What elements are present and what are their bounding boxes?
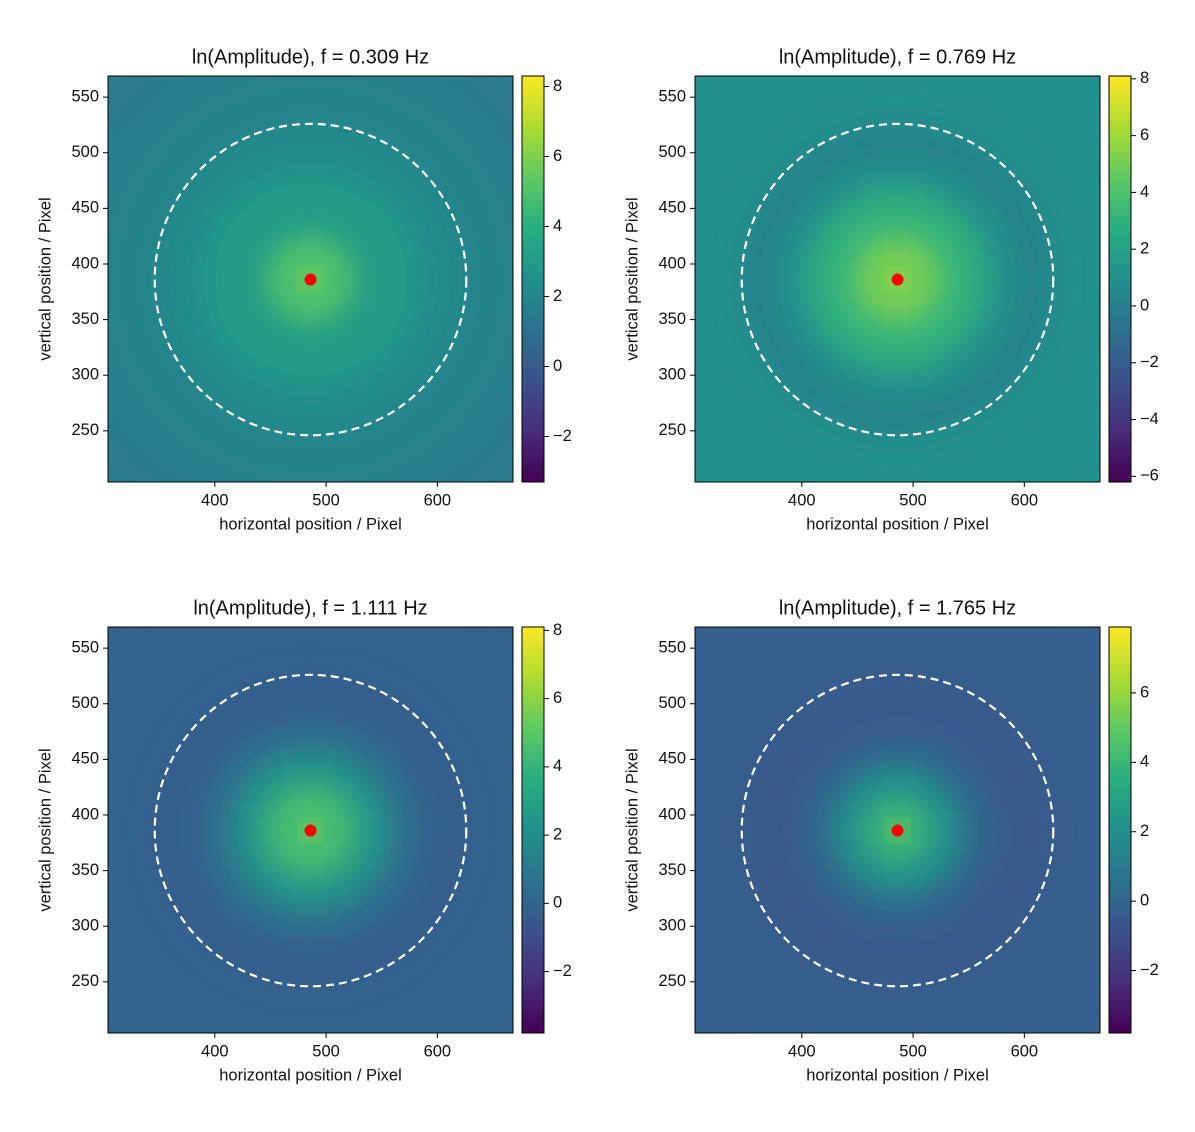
colorbar-tick-label: 4 [553,217,562,235]
x-axis-label: horizontal position / Pixel [219,515,402,533]
colorbar-tick-label: −2 [553,427,572,445]
y-tick-label: 450 [658,750,686,768]
colorbar-tick-label: 6 [553,689,562,707]
chart-title: ln(Amplitude), f = 1.765 Hz [779,597,1016,619]
y-axis-label: vertical position / Pixel [36,197,54,360]
x-tick-label: 600 [424,1042,452,1060]
y-tick-label: 300 [71,917,99,935]
y-tick-label: 300 [71,366,99,384]
y-tick-label: 300 [658,917,686,935]
dashed-circle [153,673,468,988]
x-tick-label: 500 [899,1042,927,1060]
plot-frame [107,75,514,483]
colorbar-tick-label: 2 [553,287,562,305]
plot-frame [694,626,1101,1034]
panel: 400 500 600 250 300 350 400 450 500 550 ln(Amplitu… [36,597,572,1084]
dashed-circle [153,122,468,437]
y-tick-label: 250 [658,421,686,439]
colorbar [521,626,545,1034]
y-tick-label: 450 [658,199,686,217]
y-axis-label: vertical position / Pixel [623,197,641,360]
y-tick-label: 400 [658,805,686,823]
center-dot [891,273,904,286]
x-tick-label: 500 [312,491,340,509]
colorbar-tick-label: 2 [553,825,562,843]
y-tick-label: 250 [71,421,99,439]
colorbar-tick-label: −4 [1140,410,1159,428]
y-tick-label: 450 [71,750,99,768]
plot-frame [107,626,514,1034]
y-tick-label: 550 [71,638,99,656]
colorbar-tick-label: 0 [553,894,562,912]
y-tick-label: 350 [71,310,99,328]
x-tick-label: 400 [201,491,229,509]
plot-frame [694,75,1101,483]
dashed-circle [740,673,1055,988]
colorbar-tick-label: 6 [1140,126,1149,144]
colorbar-tick-label: 4 [553,757,562,775]
colorbar-tick-label: 6 [1140,683,1149,701]
y-tick-label: 550 [658,638,686,656]
y-tick-label: 350 [658,310,686,328]
y-tick-label: 400 [71,254,99,272]
colorbar-tick-label: 4 [1140,753,1149,771]
x-tick-label: 400 [788,491,816,509]
colorbar-tick-label: 2 [1140,822,1149,840]
y-axis-label: vertical position / Pixel [36,748,54,911]
x-tick-label: 500 [899,491,927,509]
y-tick-label: 400 [71,805,99,823]
y-tick-label: 350 [71,861,99,879]
chart-title: ln(Amplitude), f = 1.111 Hz [193,597,427,619]
colorbar-tick-label: 2 [1140,240,1149,258]
y-tick-label: 550 [658,87,686,105]
y-tick-label: 350 [658,861,686,879]
colorbar [1108,626,1132,1034]
x-tick-label: 500 [312,1042,340,1060]
colorbar-tick-label: −2 [1140,353,1159,371]
colorbar-tick-label: −2 [553,962,572,980]
colorbar-tick-label: 8 [553,621,562,639]
colorbar-tick-label: 0 [553,357,562,375]
y-tick-label: 400 [658,254,686,272]
y-tick-label: 250 [71,972,99,990]
x-tick-label: 600 [1011,491,1039,509]
panel: 400 500 600 250 300 350 400 450 500 550 ln(Amplitu… [623,597,1159,1084]
colorbar-tick-label: 8 [1140,69,1149,87]
y-axis-label: vertical position / Pixel [623,748,641,911]
y-tick-label: 500 [71,143,99,161]
panel: 400 500 600 250 300 350 400 450 500 550 ln(Amplitu… [623,46,1159,533]
x-axis-label: horizontal position / Pixel [806,515,989,533]
x-axis-label: horizontal position / Pixel [806,1066,989,1084]
chart-title: ln(Amplitude), f = 0.309 Hz [192,46,429,68]
colorbar [1108,75,1132,483]
x-tick-label: 600 [1011,1042,1039,1060]
x-tick-label: 400 [201,1042,229,1060]
chart-title: ln(Amplitude), f = 0.769 Hz [779,46,1016,68]
y-tick-label: 250 [658,972,686,990]
center-dot [304,273,317,286]
colorbar-tick-label: −6 [1140,467,1159,485]
y-tick-label: 500 [71,694,99,712]
panel: 400 500 600 250 300 350 400 450 500 550 ln(Amplitu… [36,46,572,533]
center-dot [891,824,904,837]
y-tick-label: 300 [658,366,686,384]
y-tick-label: 500 [658,143,686,161]
y-tick-label: 500 [658,694,686,712]
x-tick-label: 400 [788,1042,816,1060]
colorbar-tick-label: 4 [1140,183,1149,201]
colorbar [521,75,545,483]
center-dot [304,824,317,837]
colorbar-tick-label: 0 [1140,891,1149,909]
colorbar-tick-label: 6 [553,147,562,165]
y-tick-label: 450 [71,199,99,217]
colorbar-tick-label: 8 [553,77,562,95]
colorbar-tick-label: −2 [1140,961,1159,979]
colorbar-tick-label: 0 [1140,296,1149,314]
x-tick-label: 600 [424,491,452,509]
y-tick-label: 550 [71,87,99,105]
dashed-circle [740,122,1055,437]
x-axis-label: horizontal position / Pixel [219,1066,402,1084]
